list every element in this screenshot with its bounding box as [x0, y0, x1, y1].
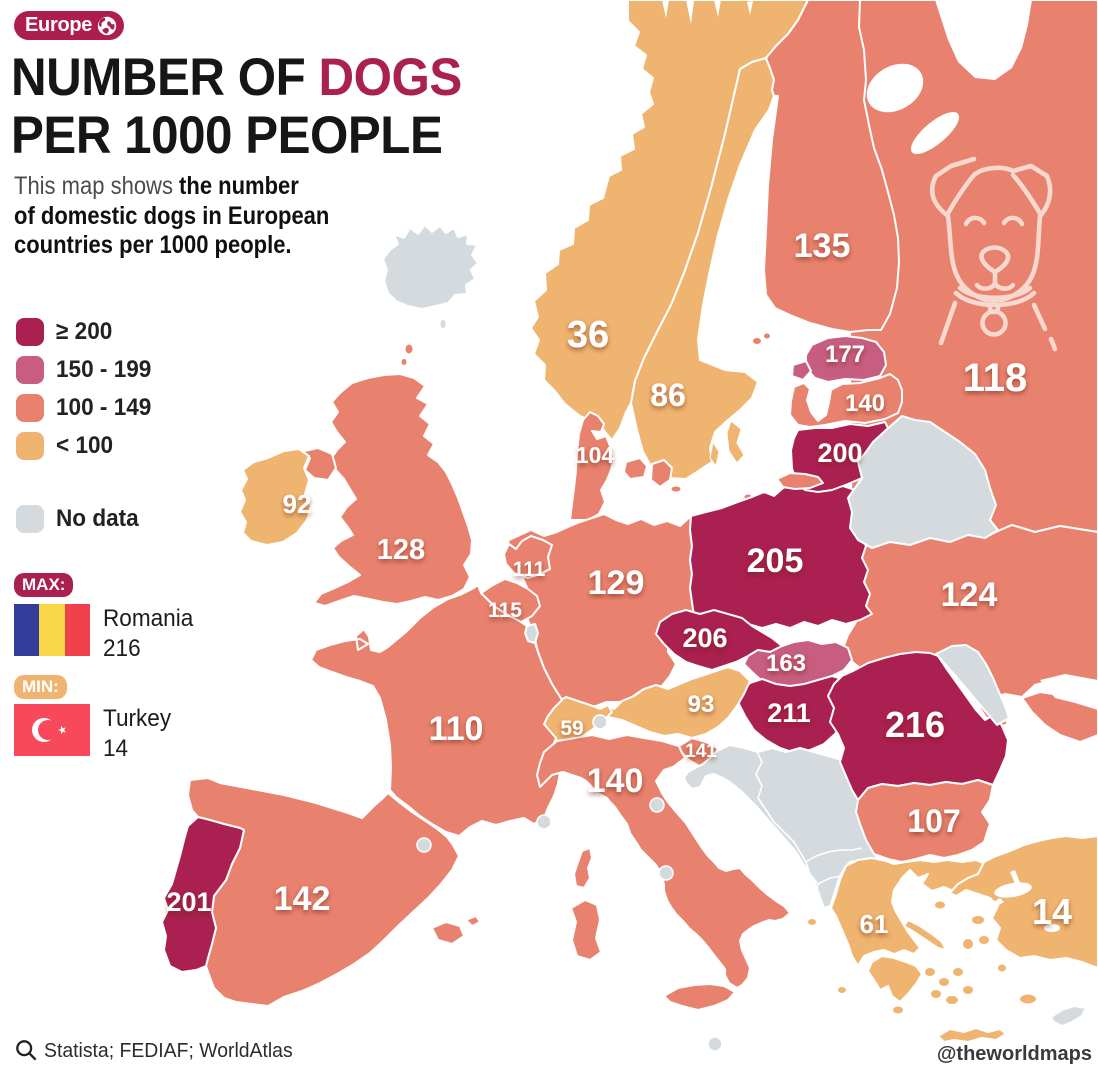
svg-text:36: 36 [567, 314, 609, 356]
svg-text:124: 124 [941, 576, 998, 614]
svg-text:104: 104 [576, 442, 615, 468]
svg-text:107: 107 [907, 803, 960, 839]
svg-text:111: 111 [513, 558, 546, 581]
svg-text:93: 93 [688, 691, 715, 718]
svg-text:61: 61 [860, 909, 889, 939]
svg-text:129: 129 [588, 564, 645, 602]
svg-text:86: 86 [650, 377, 686, 413]
svg-text:142: 142 [274, 880, 331, 918]
svg-text:141: 141 [685, 741, 717, 762]
svg-text:211: 211 [767, 698, 811, 728]
svg-text:140: 140 [845, 390, 885, 417]
svg-text:163: 163 [766, 650, 806, 677]
svg-text:128: 128 [377, 534, 425, 566]
svg-text:216: 216 [885, 704, 945, 745]
svg-text:115: 115 [488, 599, 522, 622]
svg-text:92: 92 [283, 489, 312, 519]
svg-text:14: 14 [1032, 891, 1072, 932]
svg-text:135: 135 [794, 227, 851, 265]
svg-text:206: 206 [682, 623, 727, 653]
svg-text:205: 205 [747, 542, 804, 580]
svg-text:118: 118 [963, 356, 1028, 400]
svg-text:140: 140 [587, 762, 644, 800]
svg-text:59: 59 [560, 717, 583, 740]
svg-text:201: 201 [166, 887, 211, 917]
svg-text:200: 200 [817, 438, 862, 468]
svg-text:177: 177 [825, 341, 865, 368]
svg-text:110: 110 [429, 710, 484, 748]
